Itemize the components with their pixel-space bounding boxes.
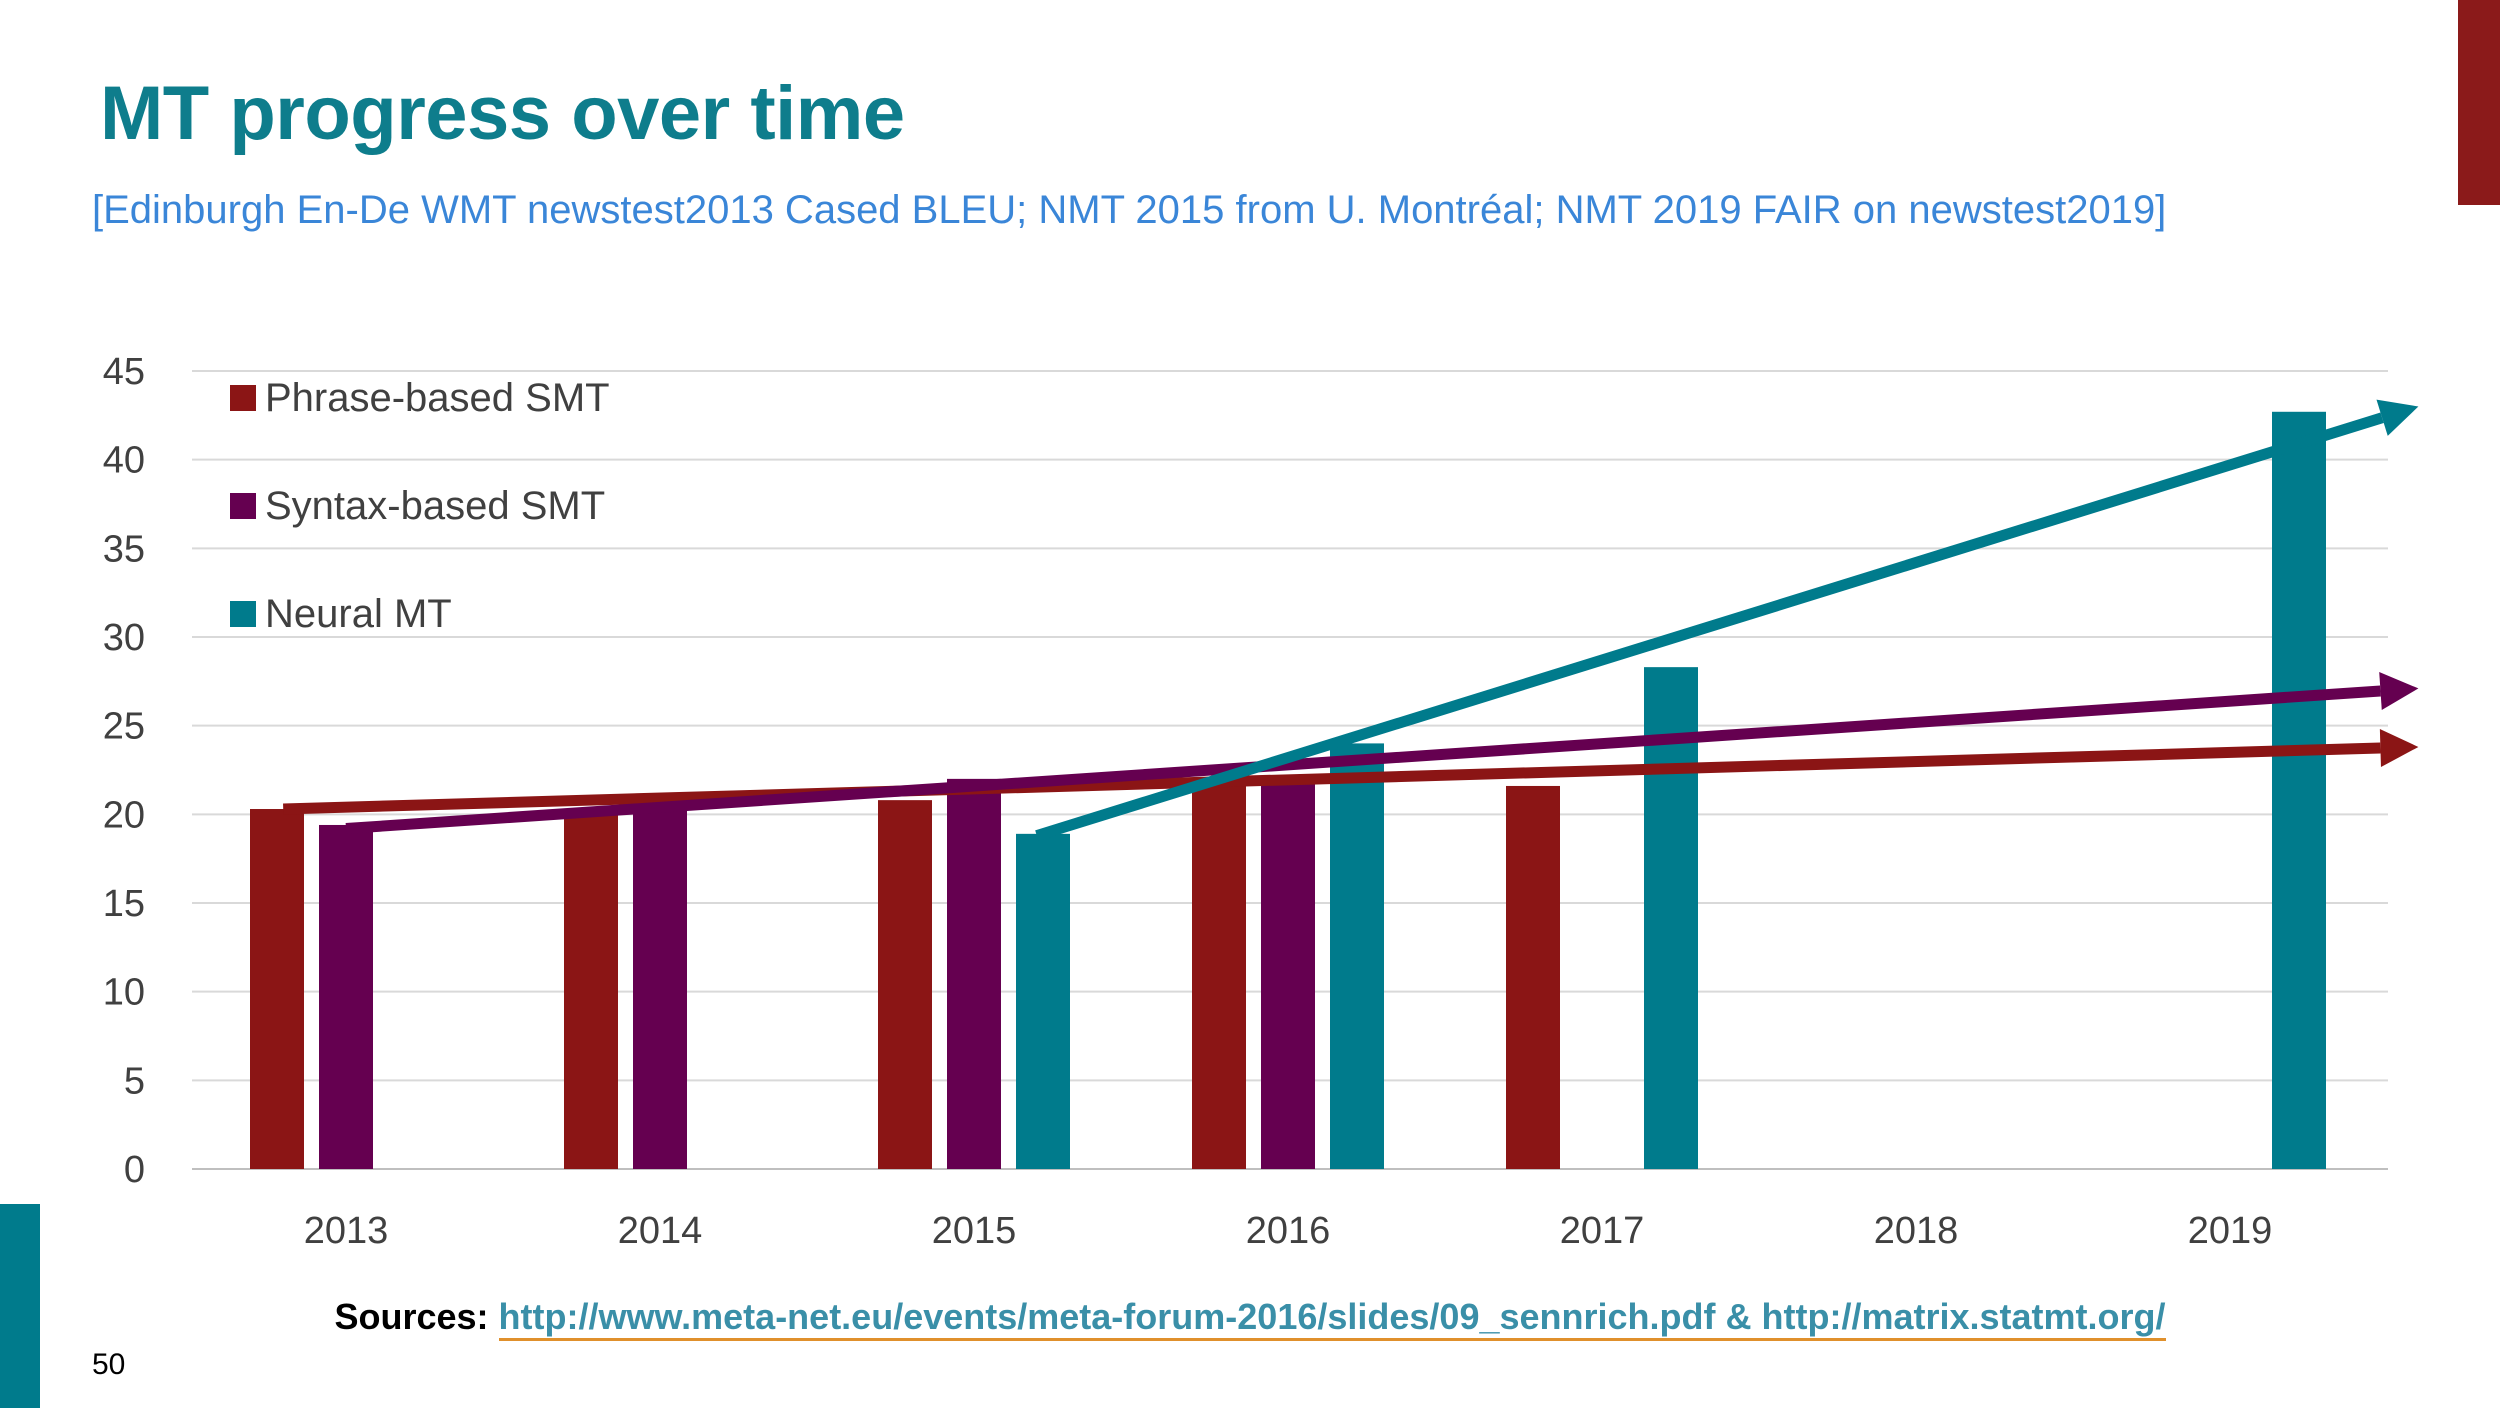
slide-subtitle: [Edinburgh En-De WMT newstest2013 Cased …: [92, 188, 2167, 232]
y-tick-label: 15: [103, 883, 145, 925]
bar-phrase-based-smt-2015: [878, 800, 932, 1169]
y-tick-label: 45: [103, 351, 145, 393]
bar-syntax-based-smt-2015: [947, 778, 1001, 1169]
trend-arrow-head: [2379, 672, 2419, 710]
bar-syntax-based-smt-2016: [1261, 778, 1315, 1169]
legend-label: Phrase-based SMT: [265, 376, 610, 420]
legend-item: Syntax-based SMT: [230, 484, 605, 528]
trend-arrow-shaft: [283, 742, 2381, 815]
slide-title: MT progress over time: [100, 71, 905, 156]
bar-phrase-based-smt-2014: [564, 814, 618, 1169]
sources-line: Sources: http://www.meta-net.eu/events/m…: [0, 1296, 2500, 1341]
bar-syntax-based-smt-2013: [319, 824, 373, 1169]
bar-syntax-based-smt-2014: [633, 803, 687, 1169]
trend-arrow-shaft: [1035, 412, 2384, 841]
x-tick-label: 2015: [932, 1210, 1017, 1252]
trend-arrow-phrase-based-smt: [283, 729, 2419, 815]
x-tick-label: 2019: [2188, 1210, 2273, 1252]
y-tick-label: 35: [103, 528, 145, 570]
bar-neural-mt-2017: [1644, 667, 1698, 1169]
y-tick-label: 10: [103, 972, 145, 1014]
y-tick-label: 20: [103, 794, 145, 836]
y-axis-ticks: 0 5 10 15 20 25 30 35 40 45: [103, 351, 145, 1191]
x-tick-label: 2017: [1560, 1210, 1645, 1252]
top-accent-bar: [2458, 0, 2500, 205]
bar-neural-mt-2015: [1016, 833, 1070, 1169]
sources-label: Sources:: [334, 1296, 489, 1337]
y-tick-label: 0: [124, 1149, 145, 1191]
x-tick-label: 2016: [1246, 1210, 1331, 1252]
bar-neural-mt-2019: [2272, 411, 2326, 1170]
legend-item: Neural MT: [230, 592, 452, 636]
bar-phrase-based-smt-2013: [250, 809, 304, 1169]
page-number: 50: [92, 1348, 126, 1381]
y-tick-label: 25: [103, 706, 145, 748]
sources-link[interactable]: http://www.meta-net.eu/events/meta-forum…: [498, 1296, 2166, 1341]
x-tick-label: 2014: [618, 1210, 703, 1252]
trend-arrow-neural-mt: [1035, 399, 2419, 841]
y-tick-label: 30: [103, 617, 145, 659]
x-tick-label: 2013: [304, 1210, 389, 1252]
trend-arrow-head: [2376, 399, 2419, 436]
trend-arrow-shaft: [345, 685, 2381, 835]
legend: Phrase-based SMT Syntax-based SMT Neural M…: [230, 376, 610, 636]
y-tick-label: 40: [103, 440, 145, 482]
trend-arrow-head: [2379, 729, 2419, 768]
bottom-accent-bar: [0, 1204, 40, 1408]
x-axis-ticks: 2013 2014 2015 2016 2017 2018 2019: [304, 1210, 2273, 1252]
trend-arrows: [283, 399, 2419, 841]
x-tick-label: 2018: [1874, 1210, 1959, 1252]
legend-swatch: [230, 493, 256, 519]
bar-phrase-based-smt-2016: [1192, 782, 1246, 1169]
legend-swatch: [230, 385, 256, 411]
legend-label: Neural MT: [265, 592, 452, 636]
bar-neural-mt-2016: [1330, 743, 1384, 1169]
trend-arrow-syntax-based-smt: [345, 672, 2419, 835]
y-tick-label: 5: [124, 1060, 145, 1102]
bars: [250, 411, 2326, 1170]
bar-phrase-based-smt-2017: [1506, 785, 1560, 1169]
legend-item: Phrase-based SMT: [230, 376, 610, 420]
legend-swatch: [230, 601, 256, 627]
legend-label: Syntax-based SMT: [265, 484, 605, 528]
